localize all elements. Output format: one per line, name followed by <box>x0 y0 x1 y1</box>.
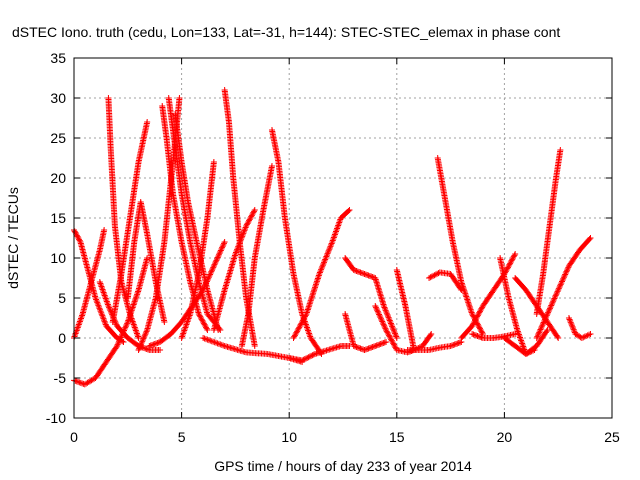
x-tick-label: 15 <box>389 429 405 445</box>
y-tick-label: 35 <box>50 50 66 66</box>
data-point-markers <box>109 119 151 325</box>
x-tick-label: 10 <box>281 429 297 445</box>
data-point-markers <box>238 163 275 349</box>
data-series <box>159 103 211 333</box>
data-series <box>342 311 390 353</box>
data-point-markers <box>533 235 594 341</box>
data-series <box>109 119 151 325</box>
y-axis-label: dSTEC / TECUs <box>5 187 21 289</box>
data-point-markers <box>342 311 390 353</box>
data-series <box>290 207 353 341</box>
grid <box>74 58 612 418</box>
data-series <box>469 331 519 341</box>
data-series <box>533 235 594 341</box>
data-series <box>286 343 353 364</box>
data-point-markers <box>404 339 465 353</box>
data-point-markers <box>434 155 486 337</box>
data-series <box>105 95 142 341</box>
data-series <box>268 127 325 357</box>
y-tick-label: 30 <box>50 90 66 106</box>
data-point-markers <box>210 207 258 333</box>
y-tick-label: 20 <box>50 170 66 186</box>
x-axis-label: GPS time / hours of day 233 of year 2014 <box>214 458 472 474</box>
data-point-markers <box>565 315 594 341</box>
data-point-markers <box>159 103 211 333</box>
plot-frame <box>73 57 613 419</box>
data-point-markers <box>286 343 353 364</box>
data-series <box>393 267 435 353</box>
chart-title: dSTEC Iono. truth (cedu, Lon=133, Lat=-3… <box>12 24 560 40</box>
data-point-markers <box>497 255 538 357</box>
y-tick-label: -5 <box>54 370 67 386</box>
data-point-markers <box>178 159 217 341</box>
y-tick-label: 15 <box>50 210 66 226</box>
y-tick-label: 5 <box>58 290 66 306</box>
data-point-markers <box>501 327 551 357</box>
y-tick-label: 25 <box>50 130 66 146</box>
axis-ticks: 0 5 10 15 20 25 -10 -5 0 5 10 15 20 25 30 35 <box>46 50 620 445</box>
y-tick-label: 10 <box>50 250 66 266</box>
x-tick-label: 5 <box>178 429 186 445</box>
data-series <box>146 239 228 349</box>
data-point-markers <box>469 331 519 341</box>
x-tick-label: 0 <box>70 429 78 445</box>
data-series <box>565 315 594 341</box>
data-point-markers <box>146 239 228 349</box>
x-tick-label: 25 <box>604 429 620 445</box>
data-point-markers <box>124 199 168 325</box>
data-point-markers <box>105 95 142 341</box>
data-series <box>533 147 564 317</box>
data-point-markers <box>342 255 400 341</box>
data-point-markers <box>393 267 435 353</box>
data-series <box>497 255 538 357</box>
data-series <box>342 255 400 341</box>
data-point-markers <box>290 207 353 341</box>
data-series <box>178 159 217 341</box>
y-tick-label: 0 <box>58 330 66 346</box>
data-series <box>238 163 275 349</box>
data-series <box>434 155 486 337</box>
y-tick-label: -10 <box>46 410 66 426</box>
data-series <box>426 269 465 293</box>
data-point-markers <box>426 269 465 293</box>
data-series <box>210 207 258 333</box>
data-series <box>124 199 168 325</box>
data-series <box>501 327 551 357</box>
data-point-markers <box>533 147 564 317</box>
x-tick-label: 20 <box>497 429 513 445</box>
data-points <box>71 87 594 388</box>
data-series <box>404 339 465 353</box>
data-point-markers <box>268 127 325 357</box>
